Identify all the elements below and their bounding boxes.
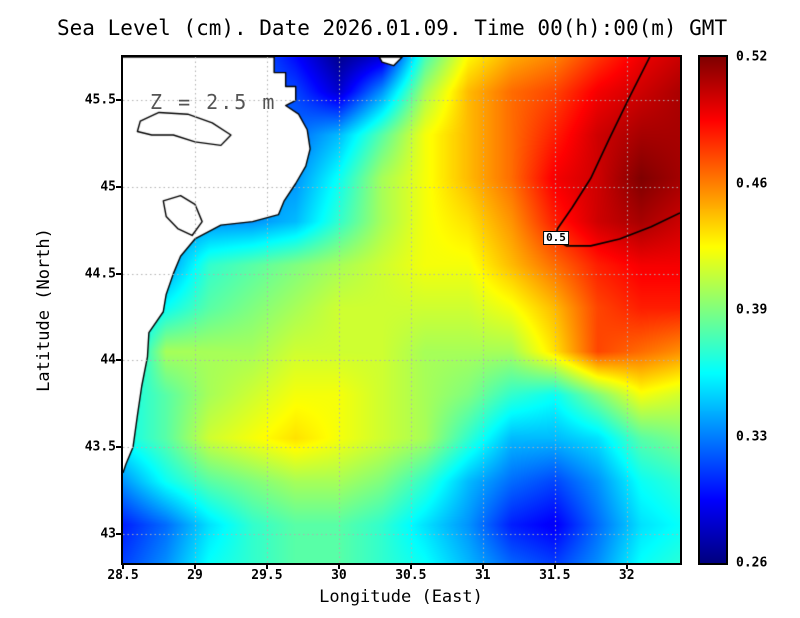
x-tick-mark [409, 565, 412, 569]
x-axis-label: Longitude (East) [319, 587, 483, 607]
y-tick-mark [116, 532, 121, 535]
x-tick-label: 31.5 [539, 568, 571, 583]
y-tick-mark [116, 445, 121, 448]
x-tick-label: 29 [187, 568, 203, 583]
x-tick-mark [625, 565, 628, 569]
y-tick-mark [116, 272, 121, 275]
colorbar-canvas [700, 57, 726, 563]
plot-area [121, 55, 682, 565]
depth-annotation: Z = 2.5 m [150, 90, 277, 114]
x-tick-label: 29.5 [251, 568, 283, 583]
heatmap-canvas [123, 57, 680, 563]
x-tick-mark [265, 565, 268, 569]
y-tick-label: 44 [100, 352, 116, 368]
y-tick-label: 45 [100, 179, 116, 195]
y-tick-label: 45.5 [84, 92, 116, 108]
colorbar-tick-label: 0.46 [736, 176, 768, 191]
colorbar-tick-label: 0.39 [736, 302, 768, 318]
colorbar-tick-label: 0.33 [736, 429, 768, 444]
x-tick-mark [553, 565, 556, 569]
x-tick-label: 30.5 [395, 568, 427, 583]
y-tick-mark [116, 99, 121, 102]
colorbar-tick-label: 0.52 [736, 49, 768, 65]
y-tick-label: 43.5 [84, 439, 116, 455]
colorbar [698, 55, 728, 565]
x-tick-mark [481, 565, 484, 569]
x-tick-mark [337, 565, 340, 569]
x-tick-label: 28.5 [107, 568, 139, 583]
x-tick-mark [122, 565, 124, 569]
contour-label: 0.5 [543, 231, 569, 245]
x-tick-label: 32 [618, 568, 635, 583]
y-tick-mark [116, 185, 121, 188]
y-axis-label: Latitude (North) [34, 228, 54, 392]
colorbar-tick-label: 0.26 [736, 555, 768, 571]
y-tick-mark [116, 359, 121, 362]
y-tick-label: 44.5 [84, 266, 116, 282]
x-tick-label: 30 [331, 568, 347, 583]
y-tick-label: 43 [100, 526, 116, 542]
x-tick-mark [193, 565, 196, 569]
chart-title: Sea Level (cm). Date 2026.01.09. Time 00… [57, 16, 728, 40]
x-tick-label: 31 [474, 568, 491, 583]
